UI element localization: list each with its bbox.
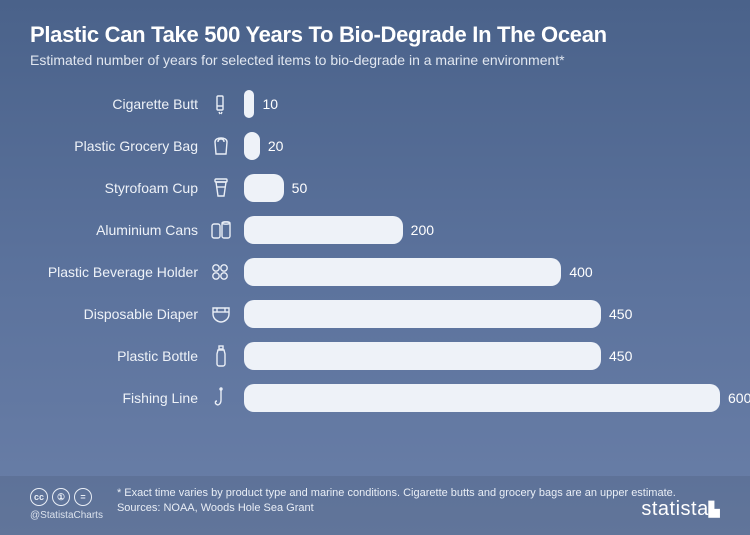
social-handle: @StatistaCharts [30,510,103,521]
bar-track: 450 [244,342,720,370]
bar-track: 450 [244,300,720,328]
by-badge-icon: ① [52,488,70,506]
chart-footer: cc ① = @StatistaCharts * Exact time vari… [0,476,750,535]
bottle-icon [208,343,234,369]
bar-fill [244,132,260,160]
bar-value-label: 400 [561,258,592,286]
bar-fill [244,90,254,118]
chart-row: Styrofoam Cup 50 [30,174,720,202]
bar-value-label: 50 [284,174,308,202]
statista-logo: statista▙ [641,498,720,521]
bar-fill [244,216,403,244]
chart-row: Aluminium Cans 200 [30,216,720,244]
cc-badge-icon: cc [30,488,48,506]
item-label: Plastic Bottle [30,348,198,364]
bar-value-label: 450 [601,342,632,370]
bar-fill [244,174,284,202]
bar-fill [244,384,720,412]
cc-badges: cc ① = [30,488,103,506]
footnote-text: * Exact time varies by product type and … [117,486,720,501]
bar-track: 10 [244,90,720,118]
hook-icon [208,385,234,411]
cup-icon [208,175,234,201]
bar-chart: Cigarette Butt 10 Plastic Grocery Bag 20 Sty… [30,90,720,412]
bag-icon [208,133,234,159]
rings-icon [208,259,234,285]
bar-value-label: 200 [403,216,434,244]
bar-track: 400 [244,258,720,286]
diaper-icon [208,301,234,327]
bar-track: 50 [244,174,720,202]
bar-track: 600 [244,384,720,412]
item-label: Styrofoam Cup [30,180,198,196]
bar-fill [244,300,601,328]
chart-row: Fishing Line 600 [30,384,720,412]
chart-row: Cigarette Butt 10 [30,90,720,118]
item-label: Cigarette Butt [30,96,198,112]
sources-line: Sources: NOAA, Woods Hole Sea Grant [117,501,720,516]
bar-value-label: 450 [601,300,632,328]
bar-value-label: 20 [260,132,284,160]
item-label: Plastic Beverage Holder [30,264,198,280]
bar-value-label: 10 [254,90,278,118]
chart-row: Plastic Bottle 450 [30,342,720,370]
chart-row: Plastic Grocery Bag 20 [30,132,720,160]
bar-fill [244,342,601,370]
bar-fill [244,258,561,286]
item-label: Aluminium Cans [30,222,198,238]
item-label: Plastic Grocery Bag [30,138,198,154]
bar-track: 200 [244,216,720,244]
item-label: Fishing Line [30,390,198,406]
bar-value-label: 600 [720,384,750,412]
cigarette-icon [208,91,234,117]
item-label: Disposable Diaper [30,306,198,322]
nd-badge-icon: = [74,488,92,506]
chart-row: Disposable Diaper 450 [30,300,720,328]
chart-subtitle: Estimated number of years for selected i… [30,52,720,68]
cans-icon [208,217,234,243]
bar-track: 20 [244,132,720,160]
chart-row: Plastic Beverage Holder 400 [30,258,720,286]
chart-title: Plastic Can Take 500 Years To Bio-Degrad… [30,22,720,48]
